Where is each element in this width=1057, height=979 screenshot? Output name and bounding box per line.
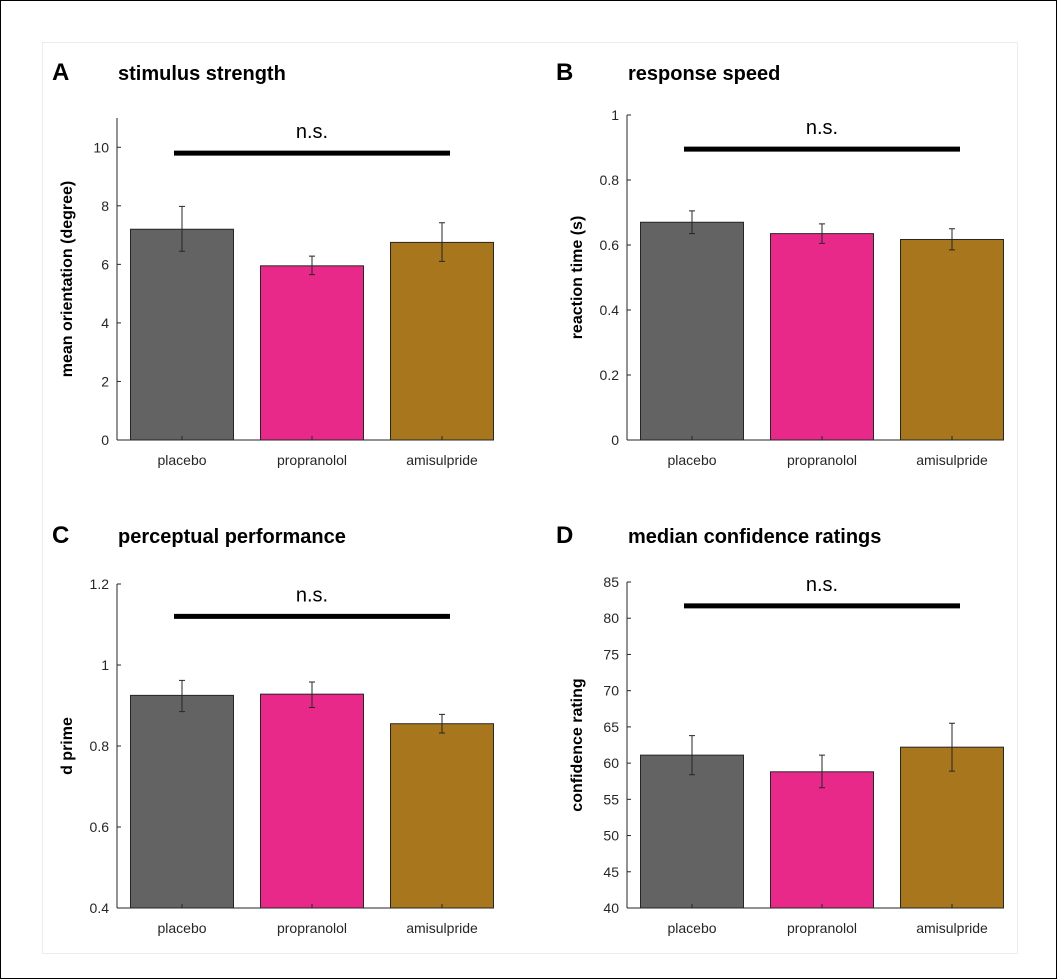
x-tick-label-propranolol: propranolol: [787, 920, 857, 936]
y-tick-label: 80: [603, 610, 619, 626]
y-axis-label: reaction time (s): [569, 216, 586, 340]
error-bar-placebo: [179, 205, 185, 252]
x-tick-label-amisulpride: amisulpride: [406, 920, 478, 936]
y-tick-label: 55: [603, 791, 619, 807]
x-tick-label-amisulpride: amisulpride: [916, 920, 988, 936]
bar-amisulpride: [390, 723, 494, 909]
bar-propranolol: [770, 233, 874, 441]
y-tick-label: 0.4: [600, 302, 620, 318]
x-tick-label-placebo: placebo: [157, 920, 206, 936]
significance-label: n.s.: [806, 117, 838, 139]
x-tick-label-amisulpride: amisulpride: [916, 452, 988, 468]
error-bar-amisulpride: [439, 222, 445, 262]
error-bar-amisulpride: [949, 228, 955, 251]
y-tick-label: 0: [611, 432, 619, 448]
y-tick-label: 1: [101, 657, 109, 673]
error-bar-propranolol: [309, 255, 315, 276]
y-tick-label: 40: [603, 900, 619, 916]
bar-placebo: [640, 754, 744, 909]
x-tick-label-propranolol: propranolol: [277, 920, 347, 936]
y-tick-label: 0: [101, 432, 109, 448]
y-tick-label: 0.4: [90, 900, 110, 916]
bar-propranolol: [260, 265, 364, 441]
bar-amisulpride: [900, 238, 1004, 441]
x-tick-label-placebo: placebo: [667, 452, 716, 468]
y-tick-label: 85: [603, 574, 619, 590]
bar-placebo: [130, 228, 234, 441]
y-tick-label: 6: [101, 256, 109, 272]
y-tick-label: 1: [611, 107, 619, 123]
bar-placebo: [640, 221, 744, 441]
y-tick-label: 2: [101, 373, 109, 389]
y-tick-label: 50: [603, 828, 619, 844]
y-tick-label: 10: [93, 139, 109, 155]
panel-letter: B: [556, 59, 573, 86]
y-tick-label: 70: [603, 683, 619, 699]
y-tick-label: 0.8: [600, 172, 620, 188]
chart-title: stimulus strength: [118, 63, 286, 85]
bar-propranolol: [260, 693, 364, 909]
y-tick-label: 0.6: [600, 237, 620, 253]
chart-title: response speed: [628, 63, 780, 85]
significance-label: n.s.: [296, 121, 328, 143]
y-tick-label: 45: [603, 864, 619, 880]
error-bar-amisulpride: [949, 722, 955, 772]
panel-letter: C: [52, 522, 69, 549]
y-tick-label: 0.6: [90, 819, 110, 835]
y-axis-label: confidence rating: [569, 678, 586, 811]
y-tick-label: 8: [101, 198, 109, 214]
y-axis-label: d prime: [59, 717, 76, 775]
error-bar-amisulpride: [439, 713, 445, 734]
significance-label: n.s.: [806, 574, 838, 596]
bar-placebo: [130, 694, 234, 909]
error-bar-propranolol: [819, 223, 825, 244]
significance-label: n.s.: [296, 584, 328, 606]
x-tick-label-amisulpride: amisulpride: [406, 452, 478, 468]
y-tick-label: 0.8: [90, 738, 110, 754]
panel-letter: A: [52, 59, 69, 86]
x-tick-label-propranolol: propranolol: [787, 452, 857, 468]
panel-letter: D: [556, 522, 573, 549]
bar-amisulpride: [390, 241, 494, 441]
bar-propranolol: [770, 771, 874, 909]
y-axis-label: mean orientation (degree): [59, 181, 76, 377]
x-tick-label-placebo: placebo: [667, 920, 716, 936]
x-tick-label-propranolol: propranolol: [277, 452, 347, 468]
y-tick-label: 75: [603, 646, 619, 662]
y-tick-label: 65: [603, 719, 619, 735]
error-bar-placebo: [179, 679, 185, 713]
y-tick-label: 0.2: [600, 367, 620, 383]
y-tick-label: 60: [603, 755, 619, 771]
error-bar-placebo: [689, 735, 695, 776]
error-bar-placebo: [689, 210, 695, 235]
error-bar-propranolol: [309, 681, 315, 709]
y-tick-label: 1.2: [90, 576, 110, 592]
chart-title: median confidence ratings: [628, 526, 881, 548]
x-tick-label-placebo: placebo: [157, 452, 206, 468]
y-tick-label: 4: [101, 315, 109, 331]
chart-title: perceptual performance: [118, 526, 346, 548]
error-bar-propranolol: [819, 754, 825, 789]
